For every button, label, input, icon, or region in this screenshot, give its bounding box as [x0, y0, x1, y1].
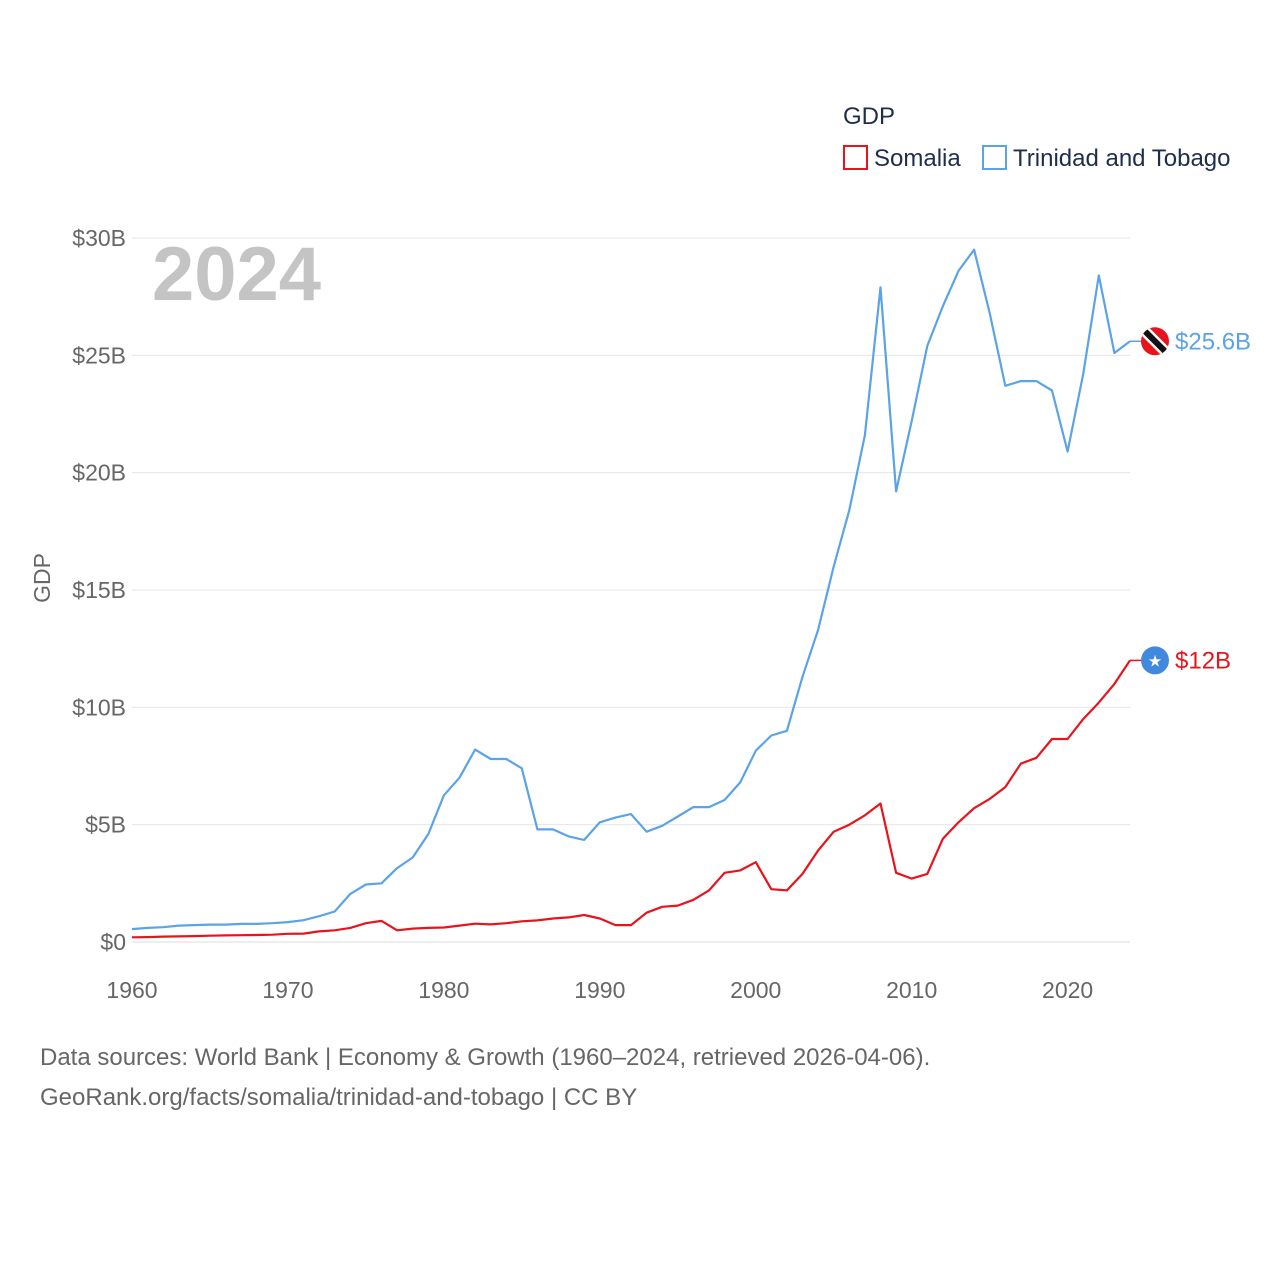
series-line-somalia[interactable]	[131, 659, 1131, 939]
y-tick-label: $30B	[72, 225, 126, 251]
svg-text:★: ★	[1148, 653, 1162, 670]
legend-label-trinidad-and-tobago[interactable]: Trinidad and Tobago	[1013, 145, 1231, 172]
trinidad-and-tobago-flag-icon	[1141, 327, 1169, 356]
x-tick-label: 1990	[574, 977, 625, 1003]
y-tick-label: $0	[100, 929, 126, 955]
legend-title: GDP	[843, 103, 895, 130]
series-layer: ★ $12B $25.6B	[131, 248, 1251, 939]
x-tick-label: 2020	[1042, 977, 1093, 1003]
legend: Somalia Trinidad and Tobago	[843, 145, 1231, 172]
y-axis-ticks: $0 $5B $10B $15B $20B $25B $30B	[72, 225, 126, 955]
y-tick-label: $5B	[85, 812, 126, 838]
x-tick-label: 2000	[730, 977, 781, 1003]
somalia-flag-icon: ★	[1141, 646, 1169, 675]
footer-attribution: GeoRank.org/facts/somalia/trinidad-and-t…	[40, 1084, 638, 1111]
x-axis-ticks: 1960 1970 1980 1990 2000 2010 2020	[106, 977, 1093, 1003]
x-tick-label: 1980	[418, 977, 469, 1003]
end-value-label-trinidad-and-tobago: $25.6B	[1175, 328, 1251, 355]
y-tick-label: $10B	[72, 694, 126, 720]
year-label: 2024	[152, 232, 321, 317]
grid-lines	[132, 237, 1130, 943]
y-axis-title: GDP	[29, 553, 55, 603]
legend-swatch-trinidad-and-tobago	[982, 145, 1007, 170]
end-value-label-somalia: $12B	[1175, 647, 1231, 674]
footer-sources: Data sources: World Bank | Economy & Gro…	[40, 1044, 931, 1071]
legend-swatch-somalia	[843, 145, 868, 170]
x-tick-label: 1970	[262, 977, 313, 1003]
x-tick-label: 2010	[886, 977, 937, 1003]
legend-label-somalia[interactable]: Somalia	[874, 145, 961, 172]
y-tick-label: $25B	[72, 342, 126, 368]
x-tick-label: 1960	[106, 977, 157, 1003]
series-line-trinidad-and-tobago[interactable]	[131, 248, 1131, 931]
y-tick-label: $20B	[72, 460, 126, 486]
y-tick-label: $15B	[72, 577, 126, 603]
